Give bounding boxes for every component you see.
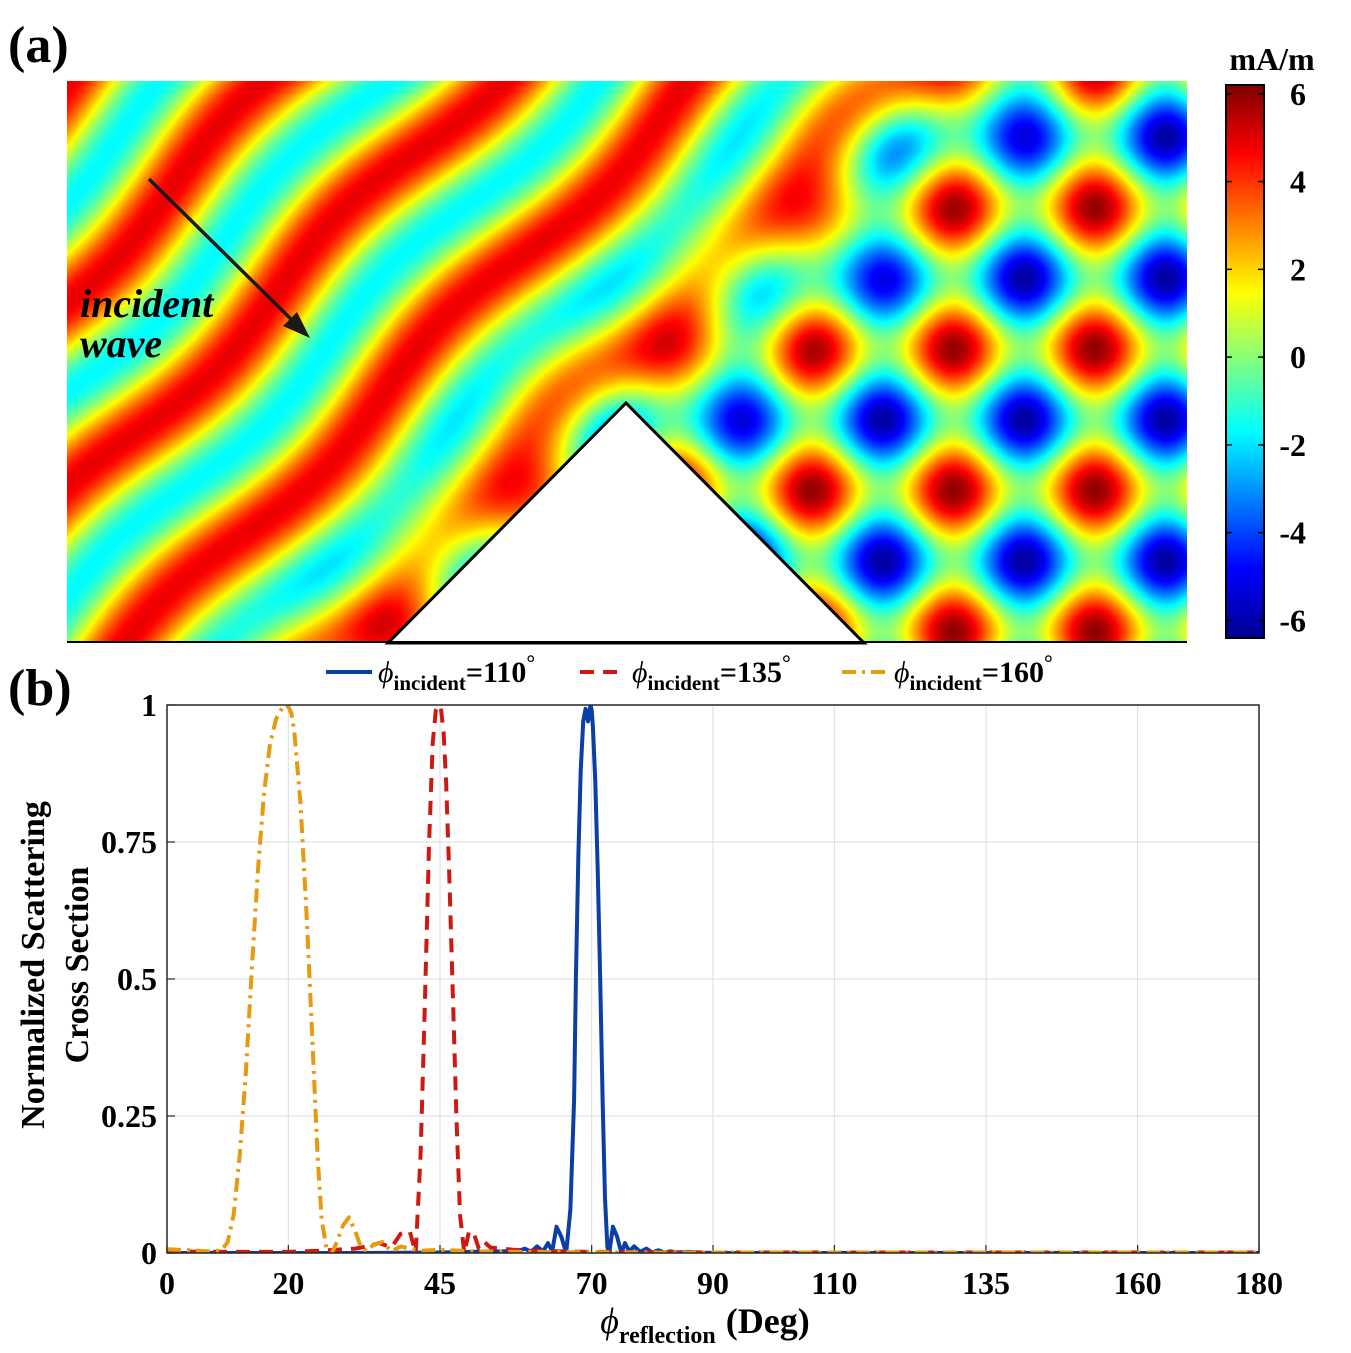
x-tick-labels: 0 20 45 70 90 110 135 160 180	[159, 1265, 1283, 1301]
x-tick-label: 90	[697, 1265, 729, 1301]
grid	[166, 704, 1260, 1254]
y-tick-label: 0.25	[101, 1098, 157, 1134]
colorbar-tick-label: -2	[1279, 427, 1306, 463]
y-tick-label: 0.5	[117, 961, 157, 997]
x-axis-label: ϕreflection (Deg)	[600, 1301, 809, 1349]
legend-subscript: incident	[648, 671, 720, 695]
incident-annotation-line2: wave	[80, 321, 162, 366]
legend-label: ϕincident=135°	[632, 650, 791, 695]
colorbar-unit: mA/m	[1229, 41, 1315, 77]
x-tick-label: 180	[1235, 1265, 1283, 1301]
legend-item-2: ϕincident=135°	[580, 650, 791, 695]
y-tick-label: 0	[141, 1235, 157, 1271]
panel-b: (b) ϕincident=110° ϕincident=135° ϕinciden…	[8, 650, 1283, 1349]
x-tick-label: 20	[272, 1265, 304, 1301]
legend-item-3: ϕincident=160°	[842, 650, 1053, 695]
series-line-2	[167, 705, 1259, 1253]
colorbar-tick-label: -4	[1279, 515, 1306, 551]
x-axis-unit: (Deg)	[726, 1301, 810, 1341]
x-tick-label: 160	[1114, 1265, 1162, 1301]
colorbar-tick-label: -6	[1279, 602, 1306, 638]
series-line-3	[167, 705, 1259, 1253]
x-tick-label: 0	[159, 1265, 175, 1301]
legend-value: =160	[982, 656, 1044, 689]
colorbar-tick-label: 2	[1290, 251, 1306, 287]
legend-degree: °	[526, 650, 535, 675]
series-lines	[167, 705, 1259, 1253]
legend-subscript: incident	[910, 671, 982, 695]
incident-annotation-line1: incident	[80, 281, 215, 326]
x-tick-label: 45	[424, 1265, 456, 1301]
panel-a: (a) incident wave mA/m 6 4 2 0 -2 -4 -6	[8, 17, 1315, 645]
legend-label: ϕincident=110°	[378, 650, 535, 695]
y-tick-label: 1	[141, 687, 157, 723]
y-tick-labels: 0 0.25 0.5 0.75 1	[101, 687, 157, 1271]
incident-arrow-icon	[147, 177, 310, 338]
legend-subscript: incident	[394, 671, 466, 695]
colorbar-ticks: 6 4 2 0 -2 -4 -6	[1226, 76, 1306, 638]
legend: ϕincident=110° ϕincident=135° ϕincident=16…	[326, 650, 1053, 695]
colorbar: mA/m 6 4 2 0 -2 -4 -6	[1225, 41, 1315, 639]
y-axis-label-line1: Normalized Scattering	[15, 801, 52, 1129]
panel-b-label: (b)	[8, 660, 72, 717]
x-tick-label: 110	[811, 1265, 857, 1301]
legend-value: =135	[720, 656, 782, 689]
x-axis-subscript: reflection	[619, 1323, 716, 1349]
colorbar-tick-label: 6	[1290, 76, 1306, 112]
colorbar-tick-label: 0	[1290, 339, 1306, 375]
colorbar-gradient	[1225, 84, 1265, 639]
colorbar-tick-label: 4	[1290, 164, 1306, 200]
legend-degree: °	[1044, 650, 1053, 675]
legend-symbol: ϕ	[378, 656, 394, 689]
plot-frame	[166, 704, 1260, 1254]
legend-label: ϕincident=160°	[894, 650, 1053, 695]
x-tick-label: 135	[962, 1265, 1010, 1301]
y-axis-label-line2: Cross Section	[59, 867, 96, 1064]
legend-symbol: ϕ	[632, 656, 648, 689]
legend-degree: °	[782, 650, 791, 675]
x-tick-label: 70	[576, 1265, 608, 1301]
y-tick-label: 0.75	[101, 824, 157, 860]
legend-value: =110	[466, 656, 526, 689]
x-axis-symbol: ϕ	[600, 1301, 619, 1341]
legend-symbol: ϕ	[894, 656, 910, 689]
panel-a-label: (a)	[8, 17, 69, 74]
legend-item-1: ϕincident=110°	[326, 650, 535, 695]
